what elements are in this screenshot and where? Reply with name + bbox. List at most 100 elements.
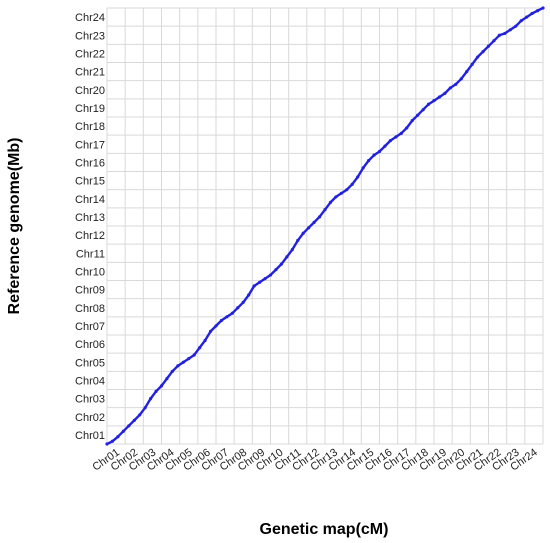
y-tick-label: Chr24 xyxy=(75,12,105,24)
y-tick-label: Chr20 xyxy=(75,85,105,97)
data-point xyxy=(317,215,322,219)
data-point xyxy=(110,439,115,443)
data-point xyxy=(187,357,191,361)
data-point xyxy=(350,182,354,186)
data-point xyxy=(105,442,109,446)
data-point xyxy=(198,346,202,350)
y-axis-title: Reference genome(Mb) xyxy=(6,138,23,315)
data-point xyxy=(476,55,480,59)
data-point xyxy=(285,255,289,259)
data-point xyxy=(416,113,420,117)
data-point xyxy=(170,369,174,373)
y-tick-label: Chr11 xyxy=(76,248,105,260)
data-point xyxy=(138,413,142,417)
data-point xyxy=(219,318,224,323)
data-point xyxy=(541,6,545,10)
y-tick-label: Chr08 xyxy=(75,303,105,315)
data-point xyxy=(323,208,327,212)
data-point xyxy=(465,69,469,74)
y-tick-label: Chr22 xyxy=(75,49,105,61)
data-point xyxy=(394,135,398,139)
data-point xyxy=(508,28,512,32)
data-point xyxy=(154,389,158,393)
data-point xyxy=(426,102,431,106)
data-point xyxy=(334,195,338,199)
y-tick-label: Chr09 xyxy=(75,285,105,297)
data-point xyxy=(230,311,234,315)
data-point xyxy=(181,360,185,364)
data-point xyxy=(225,315,229,319)
data-point xyxy=(290,248,294,252)
data-point xyxy=(116,435,120,439)
data-point xyxy=(121,429,125,433)
data-point xyxy=(132,418,136,422)
y-tick-label: Chr15 xyxy=(75,176,105,188)
data-point xyxy=(367,159,371,163)
data-point xyxy=(470,62,474,66)
data-point xyxy=(443,91,447,95)
data-point xyxy=(149,396,153,401)
data-point xyxy=(530,11,534,16)
data-point xyxy=(535,9,540,13)
y-tick-label: Chr23 xyxy=(75,30,105,42)
data-point xyxy=(388,139,392,143)
data-point xyxy=(192,353,196,357)
x-axis-ticks: Chr01Chr02Chr03Chr04Chr05Chr06Chr07Chr08… xyxy=(91,447,540,474)
y-tick-label: Chr01 xyxy=(75,430,105,442)
data-point xyxy=(519,19,523,23)
data-point xyxy=(159,384,164,388)
data-point xyxy=(356,175,360,179)
data-point xyxy=(361,166,365,170)
data-points xyxy=(105,6,545,446)
y-tick-label: Chr21 xyxy=(75,67,105,79)
y-tick-label: Chr05 xyxy=(75,357,105,369)
data-point xyxy=(503,31,507,36)
data-point xyxy=(301,231,305,235)
data-point xyxy=(268,273,273,277)
data-point xyxy=(454,82,458,86)
data-point xyxy=(486,44,491,48)
data-point xyxy=(421,108,425,112)
y-tick-label: Chr14 xyxy=(75,194,105,206)
y-tick-label: Chr13 xyxy=(75,212,105,224)
data-point xyxy=(312,220,316,224)
data-point xyxy=(296,238,300,243)
data-point xyxy=(236,306,240,310)
y-tick-label: Chr17 xyxy=(75,139,105,151)
data-point xyxy=(307,226,311,230)
data-point xyxy=(405,126,409,130)
y-tick-label: Chr16 xyxy=(75,158,105,170)
y-tick-label: Chr02 xyxy=(75,412,105,424)
data-point xyxy=(459,77,463,81)
data-point xyxy=(241,300,245,304)
y-tick-label: Chr06 xyxy=(75,339,105,351)
data-point xyxy=(143,406,147,410)
data-point xyxy=(247,293,251,297)
data-point xyxy=(514,24,518,28)
data-point xyxy=(203,338,207,343)
y-tick-label: Chr07 xyxy=(75,321,105,333)
data-point xyxy=(165,377,169,381)
data-point xyxy=(492,39,496,43)
data-point xyxy=(399,131,403,135)
data-point xyxy=(274,268,278,272)
data-point xyxy=(258,280,262,284)
data-point xyxy=(383,144,387,148)
data-point xyxy=(432,99,436,103)
data-point xyxy=(372,153,376,157)
data-point xyxy=(437,95,442,99)
data-point xyxy=(410,119,414,123)
data-point xyxy=(525,15,529,19)
data-point xyxy=(448,86,452,90)
data-point xyxy=(328,200,333,204)
data-point xyxy=(377,149,382,154)
data-point xyxy=(127,424,131,428)
grid xyxy=(106,7,544,445)
data-point xyxy=(214,324,218,328)
data-point xyxy=(481,50,485,54)
data-point xyxy=(208,329,213,333)
data-point xyxy=(339,191,343,195)
data-point xyxy=(345,188,349,192)
x-axis-title: Genetic map(cM) xyxy=(260,521,389,538)
